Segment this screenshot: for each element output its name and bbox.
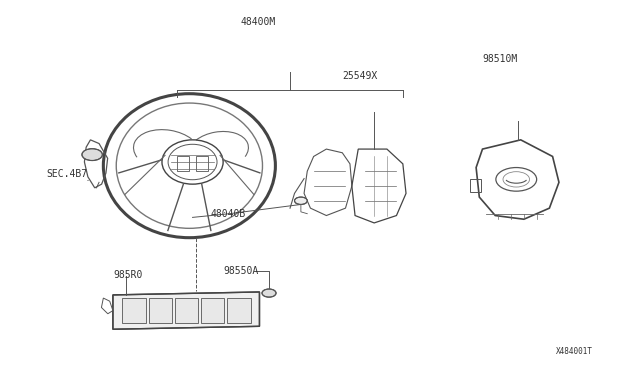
Text: 48400M: 48400M — [241, 17, 276, 27]
Bar — [148, 298, 172, 323]
Bar — [227, 298, 250, 323]
Bar — [470, 179, 481, 192]
Text: 98550A: 98550A — [223, 266, 259, 276]
Bar — [175, 298, 198, 323]
Bar — [177, 157, 189, 171]
Bar — [122, 298, 146, 323]
Text: 25549X: 25549X — [342, 71, 378, 81]
Circle shape — [262, 289, 276, 297]
Circle shape — [294, 197, 307, 205]
Text: 98510M: 98510M — [483, 54, 518, 64]
Text: 985R0: 985R0 — [113, 270, 142, 280]
Text: SEC.4B7: SEC.4B7 — [46, 169, 87, 179]
Text: 48040B: 48040B — [211, 209, 246, 219]
Circle shape — [82, 149, 102, 161]
Bar — [196, 157, 209, 171]
Bar — [201, 298, 225, 323]
Polygon shape — [113, 292, 259, 329]
Text: X484001T: X484001T — [556, 347, 593, 356]
